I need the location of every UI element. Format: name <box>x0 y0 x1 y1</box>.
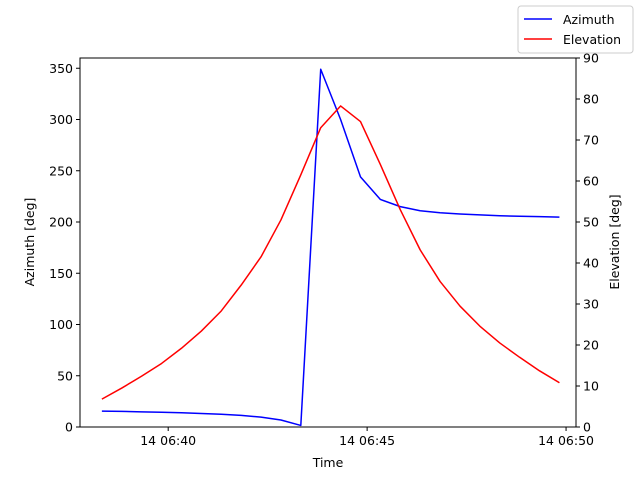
axes-layer: 0 50 100 150 200 250 300 350 0 10 20 30 40 50 60 70 80 90… <box>49 51 599 449</box>
series-line-elevation <box>101 105 560 400</box>
y-left-tick-label: 50 <box>57 368 73 383</box>
y-left-tick-label: 100 <box>49 317 73 332</box>
y-right-tick-label: 20 <box>583 338 599 353</box>
plot-frame <box>79 57 577 428</box>
y-right-tick-label: 60 <box>583 174 599 189</box>
legend: Azimuth Elevation <box>517 5 634 54</box>
y-left-tick-label: 300 <box>49 112 73 127</box>
y-right-tick-label: 90 <box>583 51 599 66</box>
legend-label-elevation: Elevation <box>563 32 621 47</box>
y-left-tick-label: 350 <box>49 61 73 76</box>
x-tick-label: 14 06:45 <box>339 433 395 448</box>
x-tick-label: 14 06:50 <box>538 433 594 448</box>
series-layer <box>101 68 560 427</box>
legend-label-azimuth: Azimuth <box>563 12 615 27</box>
y-right-axis-title: Elevation [deg] <box>607 194 622 289</box>
y-right-tick-label: 10 <box>583 379 599 394</box>
y-left-axis-title: Azimuth [deg] <box>22 198 37 287</box>
y-right-tick-label: 30 <box>583 297 599 312</box>
y-right-tick-label: 50 <box>583 215 599 230</box>
x-tick-label: 14 06:40 <box>140 433 196 448</box>
y-right-tick-label: 40 <box>583 256 599 271</box>
y-right-tick-label: 0 <box>583 420 591 435</box>
y-left-tick-label: 150 <box>49 266 73 281</box>
y-right-tick-label: 70 <box>583 133 599 148</box>
y-right-tick-label: 80 <box>583 92 599 107</box>
plot-area <box>80 58 576 427</box>
y-left-tick-label: 0 <box>65 420 73 435</box>
legend-box <box>517 5 634 54</box>
y-left-tick-label: 250 <box>49 163 73 178</box>
y-left-tick-label: 200 <box>49 215 73 230</box>
series-line-azimuth <box>101 68 560 427</box>
x-axis-title: Time <box>312 455 344 470</box>
